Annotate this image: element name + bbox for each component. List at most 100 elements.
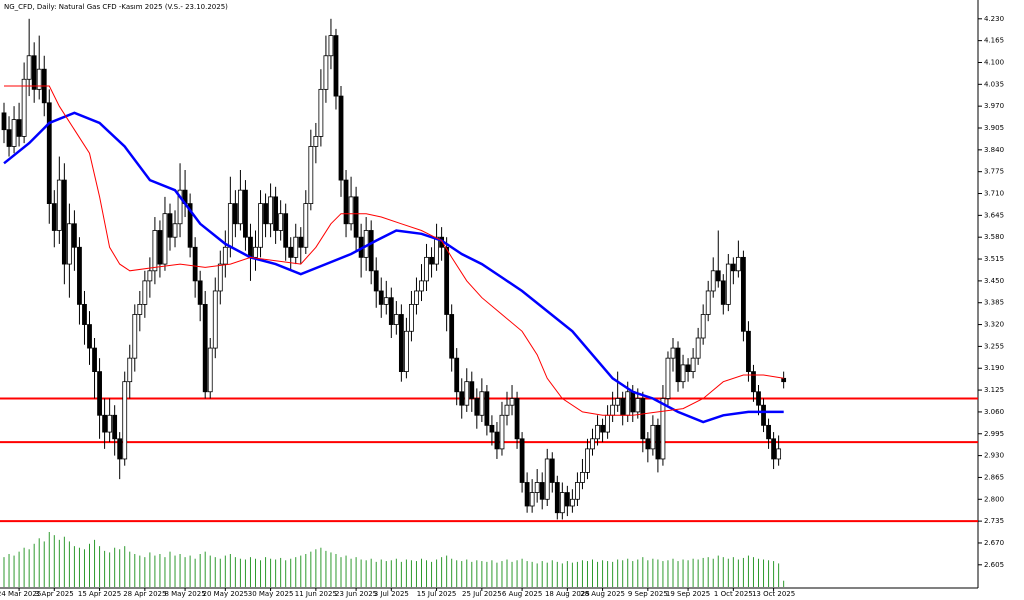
y-tick-label: 3.320 <box>984 321 1004 329</box>
x-tick-label: 28 Aug 2025 <box>580 590 625 598</box>
candle-body <box>564 492 570 507</box>
candle-body <box>434 236 439 265</box>
x-tick-label: 6 Aug 2025 <box>502 590 542 598</box>
candle-body <box>142 280 148 305</box>
candle-body <box>771 438 776 460</box>
x-tick-label: 23 Jun 2025 <box>335 590 377 598</box>
candle-body <box>494 431 500 450</box>
candle-body <box>323 55 329 90</box>
candle-body <box>132 314 138 359</box>
candle-body <box>333 35 339 97</box>
x-tick-label: 18 Aug 2025 <box>545 590 590 598</box>
candle-body <box>725 263 731 305</box>
candle-body <box>559 492 565 514</box>
candle-body <box>212 290 218 349</box>
candle-body <box>685 364 691 373</box>
candle-body <box>781 377 787 383</box>
candle-body <box>454 357 460 393</box>
candle-body <box>26 55 32 80</box>
y-tick-label: 4.035 <box>984 80 1004 88</box>
y-tick-label: 2.605 <box>984 561 1004 569</box>
candle-body <box>655 424 661 460</box>
candle-body <box>97 371 102 416</box>
candle-body <box>308 146 314 204</box>
candle-body <box>705 290 711 315</box>
candle-body <box>610 404 616 416</box>
candle-body <box>383 297 389 305</box>
x-tick-label: 13 Oct 2025 <box>752 590 795 598</box>
candle-body <box>117 438 123 460</box>
candle-body <box>167 213 173 238</box>
candle-body <box>690 357 696 373</box>
candle-body <box>207 347 213 393</box>
y-tick-label: 3.645 <box>984 211 1004 219</box>
candle-body <box>21 78 27 137</box>
candle-body <box>529 492 535 507</box>
y-tick-label: 2.800 <box>984 495 1004 503</box>
candle-body <box>650 424 656 450</box>
candle-body <box>87 324 92 349</box>
y-tick-label: 3.840 <box>984 146 1004 154</box>
candle-body <box>162 213 168 265</box>
candle-body <box>554 482 560 514</box>
candle-body <box>580 471 585 483</box>
y-tick-label: 3.580 <box>984 233 1004 241</box>
y-tick-label: 2.735 <box>984 517 1004 525</box>
candle-body <box>36 68 42 90</box>
candle-body <box>222 246 228 265</box>
candle-body <box>519 438 525 483</box>
candle-body <box>318 88 324 137</box>
candle-body <box>328 35 334 57</box>
candle-body <box>393 314 399 325</box>
y-tick-label: 4.230 <box>984 15 1004 23</box>
candle-body <box>710 270 716 292</box>
candle-body <box>6 129 12 147</box>
candle-body <box>61 179 67 265</box>
candle-body <box>278 213 284 231</box>
candle-body <box>715 270 721 282</box>
candle-body <box>640 398 646 440</box>
candle-body <box>107 414 113 433</box>
candle-body <box>695 337 701 359</box>
candle-body <box>232 203 238 225</box>
y-tick-label: 2.930 <box>984 452 1004 460</box>
candle-body <box>157 230 163 265</box>
candle-body <box>509 398 515 406</box>
x-tick-label: 24 Mar 2025 <box>0 590 41 598</box>
candle-body <box>459 391 465 406</box>
y-tick-label: 3.190 <box>984 364 1004 372</box>
candle-body <box>499 414 505 450</box>
candle-body <box>1 112 7 131</box>
candle-body <box>741 256 746 332</box>
y-tick-label: 2.670 <box>984 539 1004 547</box>
y-tick-label: 3.710 <box>984 190 1004 198</box>
candle-body <box>152 230 158 272</box>
y-tick-label: 3.450 <box>984 277 1004 285</box>
candle-body <box>403 330 409 372</box>
candle-body <box>605 414 610 433</box>
y-tick-label: 2.865 <box>984 473 1004 481</box>
candle-body <box>504 404 510 416</box>
candle-body <box>243 189 248 238</box>
x-tick-label: 9 Sep 2025 <box>628 590 668 598</box>
candle-body <box>630 391 636 413</box>
candle-body <box>595 424 600 440</box>
y-tick-label: 3.775 <box>984 168 1004 176</box>
candle-body <box>665 357 671 399</box>
candle-body <box>298 236 304 248</box>
candle-body <box>343 179 349 225</box>
candle-body <box>238 189 243 225</box>
candle-body <box>11 119 17 147</box>
y-tick-label: 3.385 <box>984 299 1004 307</box>
candle-body <box>464 381 470 406</box>
candle-body <box>348 196 354 225</box>
candle-body <box>378 290 384 305</box>
candle-body <box>388 297 394 325</box>
candle-body <box>373 270 379 292</box>
y-tick-label: 3.905 <box>984 124 1004 132</box>
candle-body <box>479 391 485 416</box>
candle-body <box>660 398 666 460</box>
x-tick-label: 25 Jul 2025 <box>462 590 502 598</box>
